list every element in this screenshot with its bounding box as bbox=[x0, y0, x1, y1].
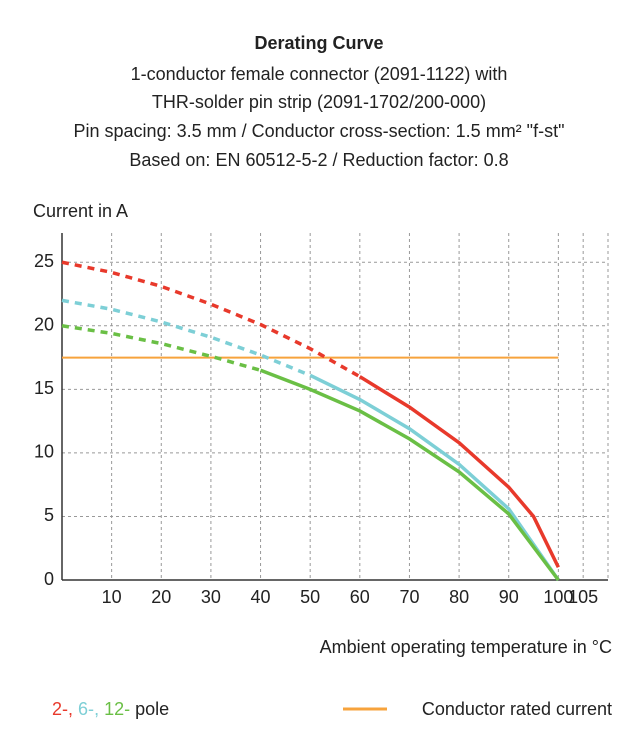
legend-label: 6- bbox=[78, 699, 94, 719]
x-tick-label: 10 bbox=[102, 587, 122, 607]
x-tick-label: 80 bbox=[449, 587, 469, 607]
x-tick-label: 90 bbox=[499, 587, 519, 607]
x-tick-label: 20 bbox=[151, 587, 171, 607]
legend-label: 2- bbox=[52, 699, 68, 719]
x-tick-label: 100 bbox=[543, 587, 573, 607]
curve-dashed bbox=[61, 324, 262, 372]
y-tick-label: 15 bbox=[34, 378, 54, 398]
y-tick-label: 25 bbox=[34, 251, 54, 271]
legend-separator: , bbox=[68, 699, 73, 719]
curve-dashed bbox=[61, 260, 361, 379]
y-axis-label: Current in A bbox=[33, 201, 128, 221]
subtitle: Pin spacing: 3.5 mm / Conductor cross-se… bbox=[74, 121, 565, 141]
curve bbox=[309, 373, 560, 582]
y-tick-label: 5 bbox=[44, 505, 54, 525]
x-tick-label: 60 bbox=[350, 587, 370, 607]
x-tick-label: 105 bbox=[568, 587, 598, 607]
curve-dashed bbox=[61, 298, 311, 377]
curve bbox=[259, 368, 560, 582]
legend-suffix: pole bbox=[135, 699, 169, 719]
subtitle: THR-solder pin strip (2091-1702/200-000) bbox=[152, 92, 486, 112]
x-tick-label: 40 bbox=[251, 587, 271, 607]
legend: 2-, 6-, 12- pole bbox=[52, 699, 169, 719]
subtitle: 1-conductor female connector (2091-1122)… bbox=[131, 64, 508, 84]
x-tick-label: 50 bbox=[300, 587, 320, 607]
legend-separator: , bbox=[94, 699, 99, 719]
legend-label: 12- bbox=[104, 699, 130, 719]
y-tick-label: 10 bbox=[34, 442, 54, 462]
subtitle: Based on: EN 60512-5-2 / Reduction facto… bbox=[129, 150, 508, 170]
chart-title: Derating Curve bbox=[254, 33, 383, 53]
y-tick-label: 0 bbox=[44, 569, 54, 589]
x-tick-label: 30 bbox=[201, 587, 221, 607]
x-tick-label: 70 bbox=[399, 587, 419, 607]
curve bbox=[358, 375, 560, 569]
legend-label: Conductor rated current bbox=[422, 699, 612, 719]
x-axis-label: Ambient operating temperature in °C bbox=[320, 637, 612, 657]
y-tick-label: 20 bbox=[34, 315, 54, 335]
